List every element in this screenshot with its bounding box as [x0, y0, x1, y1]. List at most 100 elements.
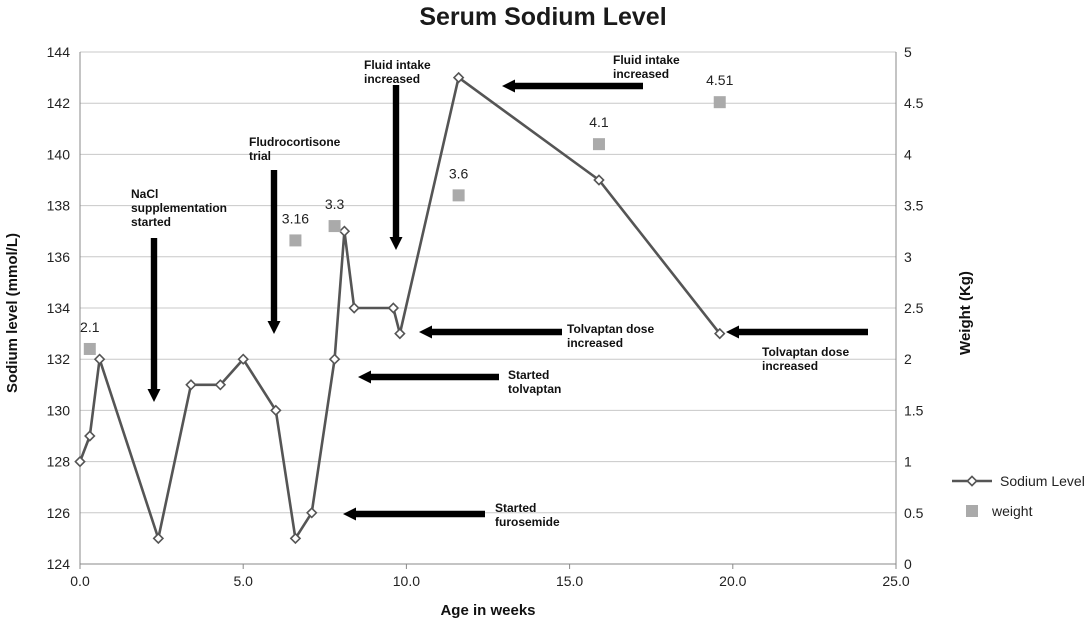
annotation-arrow [726, 325, 868, 339]
y-tick-label: 126 [47, 505, 71, 521]
annotation-arrow [502, 79, 643, 93]
y2-tick-label: 0.5 [904, 505, 924, 521]
annotation-arrows [147, 79, 868, 521]
x-tick-label: 20.0 [719, 573, 746, 589]
x-tick-label: 25.0 [882, 573, 909, 589]
legend-weight-label: weight [991, 503, 1033, 519]
x-tick-label: 5.0 [233, 573, 253, 589]
sodium-line [78, 76, 721, 540]
annotation-text: Fluid intake [613, 53, 680, 67]
annotation-text: Started [508, 368, 549, 382]
annotation-arrow [147, 238, 161, 402]
legend-sodium-label: Sodium Level [1000, 473, 1084, 489]
sodium-point [74, 455, 86, 468]
y2-tick-label: 4 [904, 146, 912, 162]
weight-point [289, 234, 302, 247]
annotation-arrow [419, 325, 562, 339]
x-axis-title: Age in weeks [440, 602, 535, 619]
sodium-point [338, 225, 351, 237]
x-tick-label: 0.0 [70, 573, 90, 589]
annotation-arrow [343, 507, 485, 521]
sodium-point [394, 327, 406, 340]
annotation-text: increased [613, 67, 669, 81]
sodium-point [348, 302, 360, 314]
y-tick-label: 130 [47, 402, 71, 418]
y2-tick-label: 1.5 [904, 402, 924, 418]
axes: 124 126 128 130 132 134 136 138 140 142 144 0 0.5 1 1.… [47, 44, 924, 589]
sodium-point [387, 302, 400, 314]
annotation-text: furosemide [495, 515, 560, 529]
sodium-point [214, 379, 227, 391]
sodium-point [714, 327, 726, 340]
weight-data-label: 3.16 [282, 210, 309, 226]
weight-data-label: 3.6 [449, 165, 469, 181]
y2-tick-label: 1 [904, 454, 912, 470]
sodium-point [185, 379, 197, 391]
annotation-text: Fluid intake [364, 58, 431, 72]
annotation-text: Started [495, 501, 536, 515]
annotation-text: trial [249, 149, 271, 163]
annotation-text: Tolvaptan dose [762, 345, 849, 359]
legend: Sodium Level weight [952, 473, 1084, 519]
annotation-text: increased [762, 359, 818, 373]
sodium-point [328, 353, 341, 365]
sodium-point [152, 532, 165, 545]
y-tick-label: 142 [47, 95, 71, 111]
weight-data-label: 4.51 [706, 72, 733, 88]
y-tick-label: 128 [47, 454, 71, 470]
weight-data-label: 3.3 [325, 196, 345, 212]
y2-axis-title: Weight (Kg) [957, 271, 974, 355]
weight-point [328, 220, 341, 233]
annotation-text: NaCl [131, 187, 158, 201]
annotation-arrow [389, 85, 403, 250]
y2-tick-label: 2.5 [904, 300, 924, 316]
y2-tick-label: 2 [904, 351, 912, 367]
sodium-point [84, 430, 96, 442]
legend-weight-swatch [966, 505, 978, 517]
annotation-text: started [131, 215, 171, 229]
weight-data-label: 4.1 [589, 114, 609, 130]
legend-sodium-marker [966, 475, 978, 487]
weight-point [83, 342, 96, 355]
sodium-point [93, 353, 106, 365]
annotation-text: increased [567, 336, 623, 350]
y-tick-label: 144 [47, 44, 71, 60]
annotation-arrow [267, 170, 281, 334]
weight-point [713, 96, 726, 109]
sodium-point [270, 404, 282, 417]
annotation-text: tolvaptan [508, 382, 561, 396]
sodium-point [289, 532, 302, 545]
y-tick-label: 134 [47, 300, 71, 316]
y2-tick-label: 0 [904, 556, 912, 572]
y2-tick-label: 3.5 [904, 198, 924, 214]
sodium-point [452, 71, 465, 84]
weight-point [452, 189, 465, 202]
y-tick-label: 140 [47, 146, 71, 162]
weight-data-label: 2.1 [80, 319, 100, 335]
sodium-series [74, 71, 726, 545]
y2-tick-label: 5 [904, 44, 912, 60]
chart-title: Serum Sodium Level [419, 3, 666, 31]
sodium-point [593, 174, 605, 186]
y-tick-label: 132 [47, 351, 71, 367]
weight-series: 2.1 3.16 3.3 3.6 4.1 4.51 [80, 72, 734, 355]
sodium-point [306, 507, 318, 519]
sodium-point [237, 353, 249, 365]
weight-point [592, 138, 605, 151]
annotation-text: Tolvaptan dose [567, 322, 654, 336]
y-tick-label: 136 [47, 249, 71, 265]
annotation-arrow [358, 370, 499, 384]
x-tick-label: 15.0 [556, 573, 583, 589]
y-tick-label: 138 [47, 198, 71, 214]
x-tick-label: 10.0 [393, 573, 420, 589]
y-axis-title: Sodium level (mmol/L) [4, 233, 21, 393]
annotation-text: increased [364, 72, 420, 86]
y2-tick-label: 4.5 [904, 95, 924, 111]
gridlines [80, 51, 896, 565]
y-tick-label: 124 [47, 556, 71, 572]
annotation-text: supplementation [131, 201, 227, 215]
y2-tick-label: 3 [904, 249, 912, 265]
annotation-text: Fludrocortisone [249, 135, 341, 149]
